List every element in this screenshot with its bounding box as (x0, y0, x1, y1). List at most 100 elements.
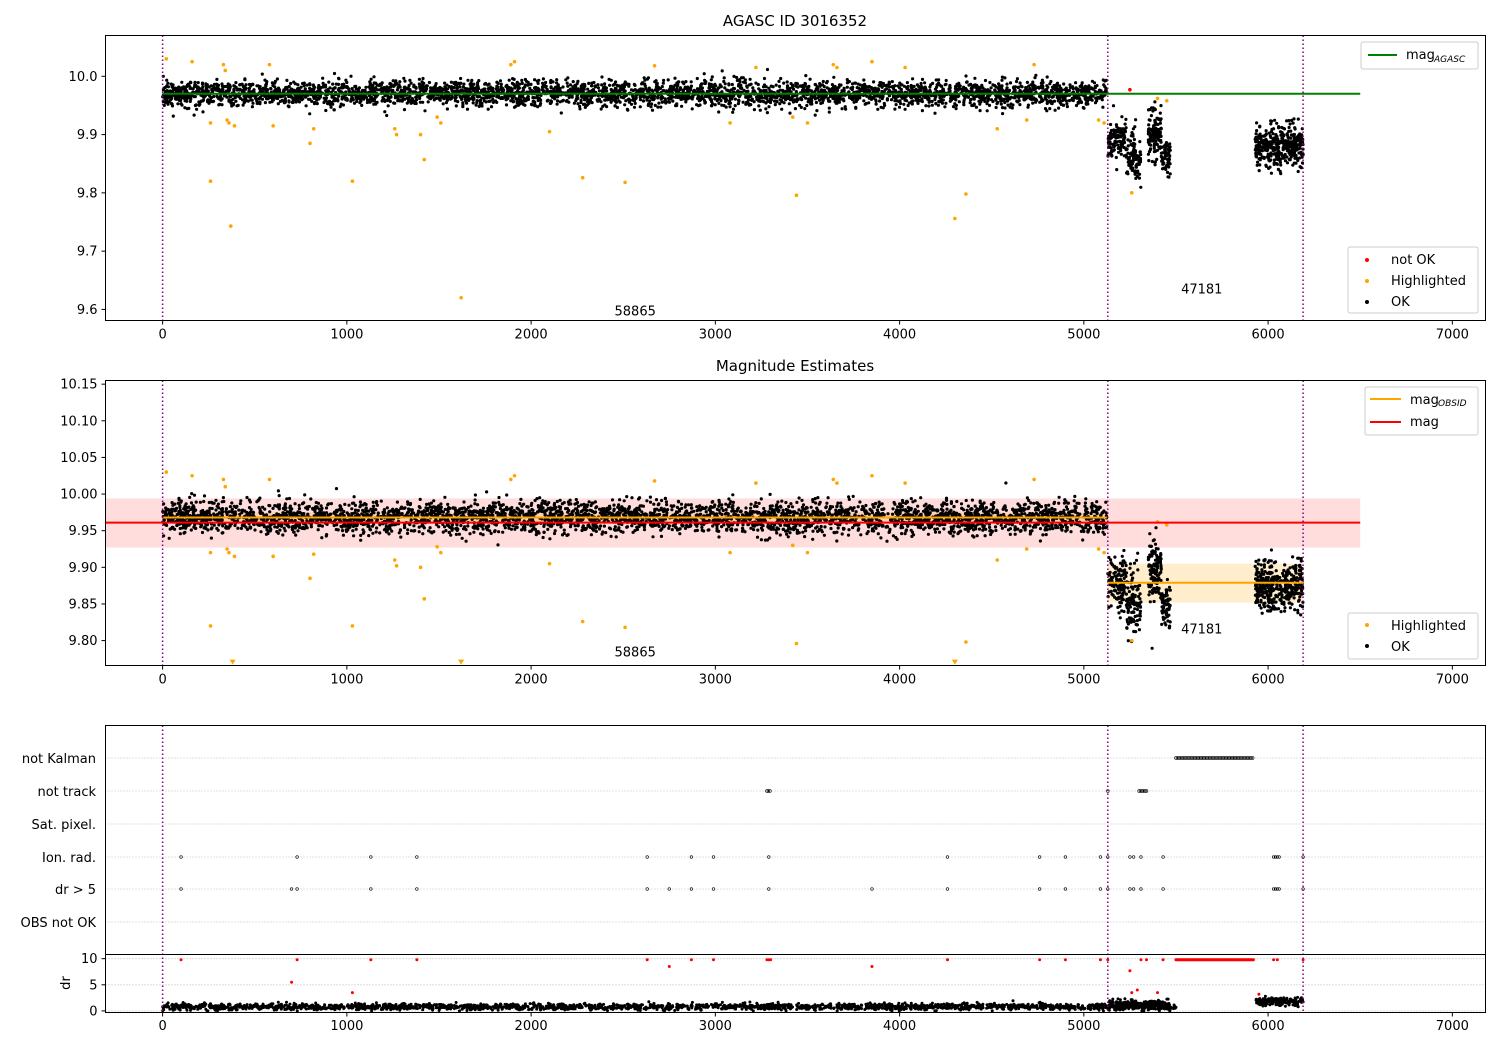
p1-ytick-label: 9.6 (77, 303, 98, 318)
ok-point (327, 80, 331, 84)
ok-point (825, 81, 829, 85)
ok-point (813, 113, 817, 117)
ok-point (330, 95, 334, 99)
ok-point (893, 107, 897, 111)
ok-point (511, 99, 516, 103)
ok-point (675, 84, 679, 88)
highlighted-point (271, 124, 275, 128)
ok-point (867, 101, 871, 105)
ok-point (1259, 137, 1263, 141)
ok-point (1124, 148, 1128, 152)
ok-point (803, 81, 807, 86)
ok-point (963, 96, 967, 100)
ok-point (1147, 123, 1151, 127)
ok-point (1296, 117, 1300, 121)
ok-point (238, 96, 242, 100)
ok-point (541, 77, 546, 81)
ok-point (1119, 152, 1123, 156)
ok-point (722, 76, 726, 80)
ok-point (1046, 85, 1050, 89)
ok-point (292, 80, 296, 84)
ok-point (393, 101, 397, 105)
ok-point (957, 81, 961, 85)
ok-point (893, 96, 897, 100)
ok-point (510, 87, 514, 91)
ok-point (836, 526, 840, 530)
ok-point (831, 96, 835, 100)
ok-point (285, 78, 289, 82)
ok-point (751, 86, 755, 90)
ok-point (1286, 144, 1290, 148)
ok-point (513, 85, 517, 89)
ok-point (813, 82, 817, 87)
ok-point (1164, 153, 1168, 157)
highlighted-point (311, 126, 316, 131)
ok-point (1283, 159, 1288, 163)
ok-point (385, 88, 390, 92)
ok-point (690, 107, 694, 111)
ok-point (736, 102, 741, 106)
ok-point (589, 84, 594, 88)
ok-point (289, 81, 293, 86)
ok-point (747, 83, 752, 87)
ok-point (526, 80, 530, 84)
ok-point (450, 96, 454, 100)
ok-point (611, 83, 615, 87)
ok-point (741, 100, 745, 104)
ok-point (1255, 129, 1259, 133)
ok-point (1276, 142, 1280, 146)
ok-point (347, 503, 351, 507)
ok-point (1153, 108, 1157, 112)
ok-point (999, 102, 1003, 106)
ok-point (287, 99, 291, 103)
ok-point (378, 82, 382, 86)
ok-point (579, 98, 583, 102)
ok-point (768, 97, 772, 101)
highlighted-point (350, 179, 355, 184)
ok-point (1165, 170, 1170, 174)
highlighted-point (1102, 121, 1106, 125)
ok-point (1296, 158, 1300, 163)
ok-point (1057, 501, 1061, 505)
ok-point (773, 103, 777, 107)
ok-point (192, 113, 196, 117)
ok-point (600, 83, 604, 87)
ok-point (1146, 152, 1150, 156)
ok-point (453, 99, 457, 103)
ok-point (566, 84, 570, 88)
ok-point (1147, 131, 1151, 135)
ok-point (235, 104, 239, 108)
ok-point (1025, 88, 1030, 92)
ok-point (803, 107, 807, 111)
ok-point (1006, 97, 1010, 102)
ok-point (1012, 85, 1016, 89)
ok-point (1279, 163, 1283, 167)
ok-point (171, 114, 175, 118)
ok-point (689, 84, 694, 88)
ok-point (556, 85, 561, 89)
ok-point (239, 526, 243, 531)
ok-point (1030, 97, 1034, 102)
ok-point (165, 89, 169, 93)
ok-point (821, 79, 825, 84)
ok-point (661, 81, 665, 85)
ok-point (1152, 144, 1156, 148)
ok-point (937, 78, 941, 82)
ok-point (1018, 103, 1022, 107)
ok-point (757, 104, 761, 108)
ok-point (1291, 121, 1295, 125)
ok-point (1001, 112, 1005, 116)
ok-point (1009, 95, 1014, 99)
ok-point (467, 98, 471, 102)
ok-point (1136, 169, 1140, 173)
ok-point (896, 84, 900, 88)
ok-point (808, 77, 812, 81)
ok-point (819, 88, 824, 92)
ok-point (1000, 98, 1004, 102)
ok-point (828, 89, 832, 93)
ok-point (899, 94, 903, 98)
ok-point (193, 83, 197, 87)
ok-point (261, 87, 265, 91)
ok-point (905, 81, 910, 85)
